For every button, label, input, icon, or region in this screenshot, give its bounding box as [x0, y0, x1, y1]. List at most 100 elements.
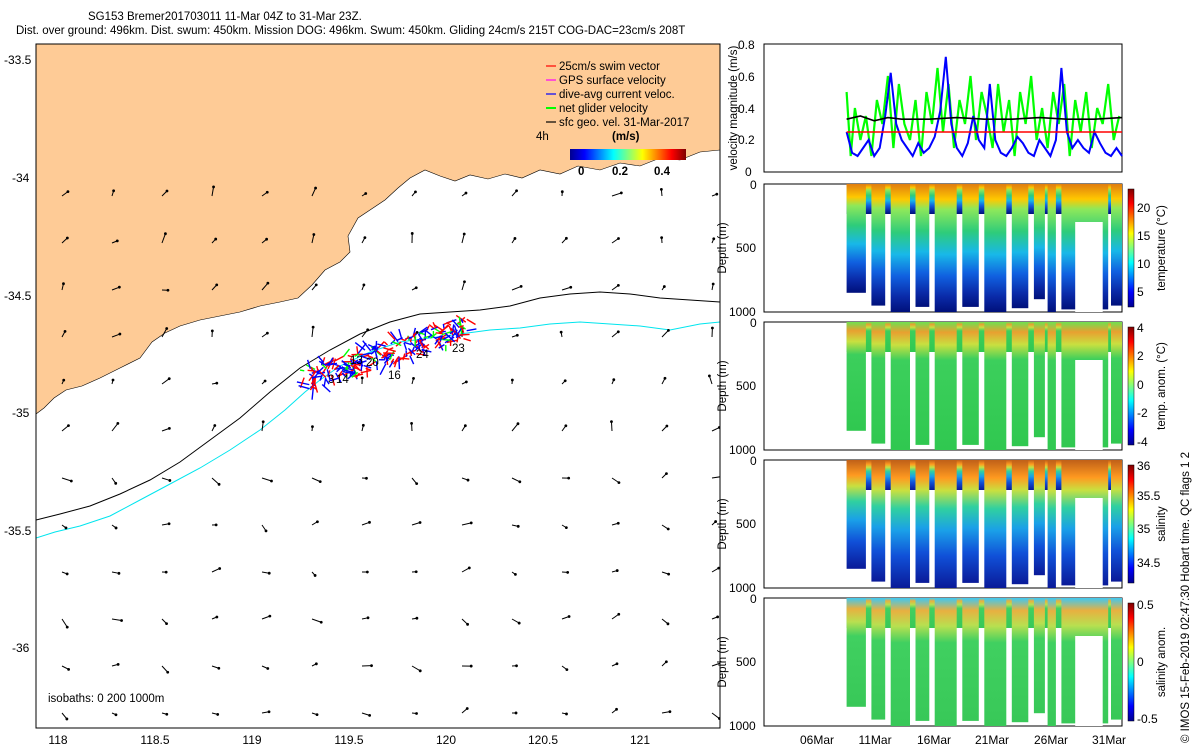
velocity-arrow-head — [63, 330, 67, 333]
velocity-arrow-head — [715, 192, 719, 196]
velocity-arrow-head — [166, 670, 170, 674]
map-colorbar-tick-04: 0.4 — [654, 166, 671, 178]
land-area — [36, 44, 720, 414]
track-segment — [412, 332, 417, 338]
velocity-arrow — [161, 233, 166, 244]
velocity-arrow-head — [217, 482, 221, 486]
velocity-arrow-head — [116, 662, 120, 666]
velocity-arrow-head — [665, 472, 668, 476]
velocity-arrow — [311, 618, 322, 623]
velocity-arrow — [461, 281, 465, 291]
temperature-ytick: 1000 — [729, 305, 756, 319]
velocity-ylabel: velocity magnitude (m/s) — [728, 46, 740, 171]
track-segment — [342, 370, 355, 375]
velocity-arrow-head — [560, 190, 564, 194]
salinity-anomaly-panel: -0.5 0 0.5 salinity anom. Depth (m) 0 50… — [717, 592, 1168, 733]
velocity-arrow-head — [617, 612, 621, 616]
velocity-arrow-head — [312, 233, 316, 236]
track-label-13: 13 — [350, 355, 363, 367]
velocity-arrow-head — [117, 285, 121, 289]
track-segment — [458, 324, 464, 328]
title-line1: SG153 Bremer201703011 11-Mar 04Z to 31-M… — [88, 11, 362, 23]
track-segment — [396, 337, 403, 341]
velocity-arrow-head — [462, 232, 466, 236]
velocity-arrow-head — [564, 236, 568, 240]
velocity-arrow-head — [368, 520, 371, 524]
lon-tick: 120.5 — [528, 733, 558, 747]
track-segment — [466, 328, 477, 332]
velocity-arrow-head — [516, 422, 520, 426]
legend-sfc-geo: sfc geo. vel. 31-Mar-2017 — [559, 117, 689, 129]
salinity-ytick: 0 — [750, 454, 757, 468]
velocity-arrow-head — [261, 420, 265, 424]
track-label-3: 3 — [328, 374, 334, 386]
section-profile-block — [1011, 598, 1029, 723]
track-segment — [455, 314, 467, 323]
track-segment — [321, 363, 327, 370]
velocity-arrow-head — [267, 710, 271, 714]
track-segment — [356, 358, 363, 366]
velocity-arrow — [261, 477, 272, 482]
track-segment — [335, 372, 342, 383]
temp-anomaly-cbar-tick: 0 — [1137, 378, 1144, 392]
velocity-arrow-head — [313, 574, 317, 577]
velocity-arrow-head — [314, 186, 317, 190]
velocity-arrow-head — [663, 376, 667, 380]
velocity-arrow-head — [610, 420, 613, 424]
velocity-arrow-head — [418, 669, 422, 673]
velocity-arrow-head — [65, 717, 69, 721]
temp-anomaly-cbar-tick: -2 — [1137, 406, 1148, 420]
section-profile-block — [962, 322, 979, 445]
track-segment — [446, 339, 458, 344]
salinity-anomaly-colorbar — [1127, 602, 1135, 722]
temp-anomaly-ytick: 0 — [750, 316, 757, 330]
velocity-arrow-head — [212, 185, 215, 189]
velocity-arrow-head — [519, 285, 523, 288]
section-profile-block — [915, 460, 930, 583]
temp-anomaly-cbar-tick: 4 — [1137, 321, 1144, 335]
track-segment — [388, 350, 395, 361]
velocity-arrow-head — [463, 424, 467, 428]
salinity-anomaly-cbar-tick: 0 — [1137, 655, 1144, 669]
velocity-arrow-head — [615, 662, 619, 666]
track-label-23: 23 — [452, 343, 465, 355]
velocity-arrow — [311, 327, 314, 338]
velocity-arrow-head — [167, 426, 171, 430]
section-profile-block — [1047, 598, 1056, 726]
velocity-arrow-head — [707, 374, 711, 378]
track-segment — [381, 353, 389, 359]
track-segment — [370, 350, 376, 355]
velocity-arrow — [261, 282, 269, 291]
section-profile-block — [890, 322, 910, 450]
velocity-arrow — [511, 477, 521, 483]
section-profile-block — [1033, 460, 1045, 576]
track-segment — [422, 343, 430, 349]
temp-anomaly-cbar-label: temp. anom. (°C) — [1156, 342, 1168, 430]
lon-tick: 120 — [436, 733, 456, 747]
section-profile-block — [984, 322, 1007, 450]
track-segment — [375, 340, 378, 350]
velocity-arrow-head — [415, 616, 419, 620]
track-segment — [363, 364, 372, 369]
footer-note: © IMOS 15-Feb-2019 02:47:30 Hobart time.… — [1180, 452, 1192, 743]
track-segment — [417, 338, 421, 350]
velocity-arrow-head — [210, 329, 214, 333]
salinity-cbar-tick: 36 — [1137, 459, 1151, 473]
track-segment — [460, 318, 464, 324]
track-segment — [360, 361, 363, 371]
velocity-arrow — [161, 665, 169, 673]
track-segment — [449, 330, 455, 335]
velocity-arrow-head — [616, 330, 620, 334]
lon-tick: 119 — [242, 733, 261, 747]
track-segment — [321, 383, 331, 393]
temperature-ylabel: Depth (m) — [717, 222, 729, 273]
velocity-arrow — [461, 233, 465, 244]
velocity-arrow-head — [265, 331, 269, 335]
velocity-arrow-head — [510, 378, 514, 382]
velocity-ytick: 0.8 — [738, 38, 755, 52]
velocity-ytick: 0 — [745, 165, 752, 179]
track-segment — [410, 341, 418, 349]
section-data-gap — [1075, 498, 1103, 588]
legend-swim-vector: 25cm/s swim vector — [559, 61, 660, 73]
velocity-arrow-head — [214, 237, 218, 241]
